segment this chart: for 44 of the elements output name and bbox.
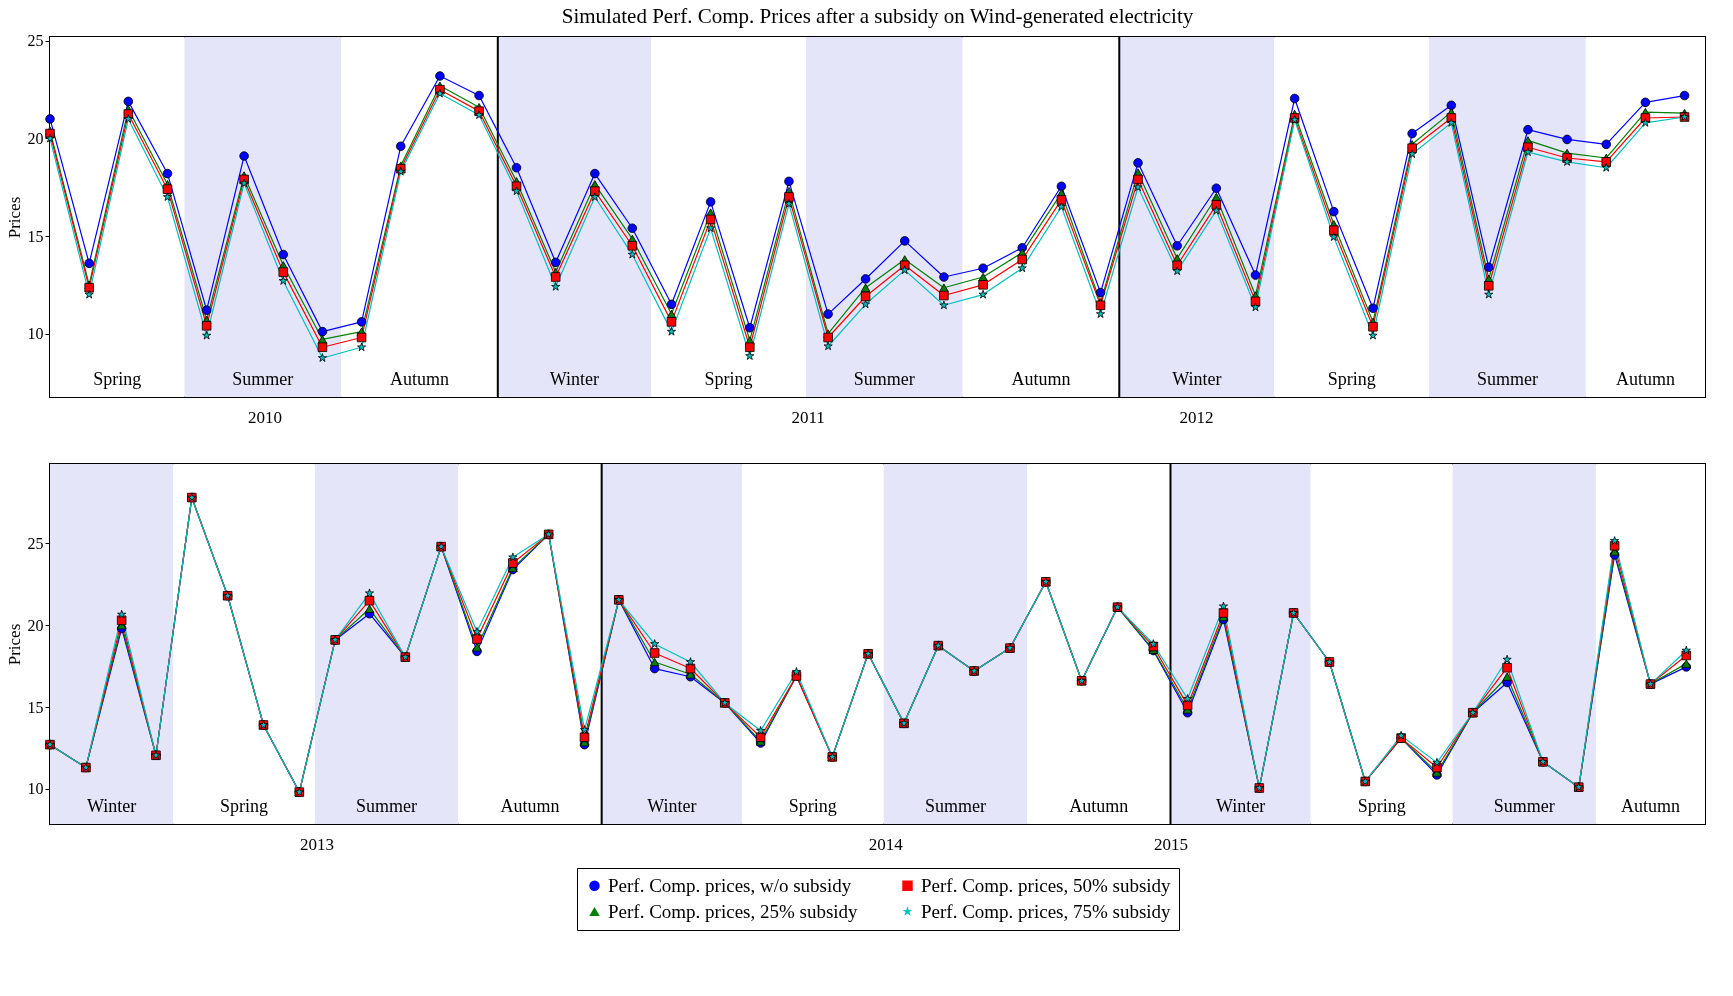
- band-label: Summer: [1476, 369, 1538, 389]
- x-tick-label: 2010: [248, 407, 283, 427]
- band-label: Spring: [788, 796, 837, 816]
- y-tick-label: 20: [27, 129, 44, 147]
- y-tick-label: 20: [27, 616, 44, 634]
- band-label: Spring: [93, 369, 142, 389]
- band-label: Spring: [1357, 796, 1406, 816]
- x-tick-label: 2015: [1153, 834, 1188, 854]
- y-tick-label: 10: [27, 325, 44, 343]
- band-label: Autumn: [389, 369, 449, 389]
- band-label: Autumn: [1615, 369, 1675, 389]
- y-tick-label: 10: [27, 780, 44, 798]
- legend-label: Perf. Comp. prices, 75% subsidy: [921, 900, 1172, 922]
- x-tick-label: 2012: [1179, 407, 1214, 427]
- y-tick-label: 15: [27, 227, 44, 245]
- band-label: Autumn: [500, 796, 560, 816]
- y-tick-label: 15: [27, 698, 44, 716]
- band-label: Winter: [1215, 796, 1266, 816]
- chart-title: Simulated Perf. Comp. Prices after a subsidy on Wind-generated electricity: [561, 3, 1194, 28]
- band-label: Autumn: [1011, 369, 1071, 389]
- band-label: Autumn: [1620, 796, 1680, 816]
- y-axis-title: Prices: [4, 623, 24, 666]
- legend-label: Perf. Comp. prices, 50% subsidy: [921, 874, 1172, 896]
- x-tick-label: 2013: [299, 834, 334, 854]
- band-label: Spring: [704, 369, 753, 389]
- band-label: Winter: [86, 796, 137, 816]
- band-label: Autumn: [1069, 796, 1129, 816]
- y-tick-label: 25: [27, 32, 44, 50]
- y-tick-label: 25: [27, 534, 44, 552]
- band-label: Summer: [924, 796, 986, 816]
- band-label: Winter: [549, 369, 600, 389]
- band-label: Summer: [853, 369, 915, 389]
- y-axis-title: Prices: [4, 196, 24, 239]
- x-tick-label: 2014: [868, 834, 904, 854]
- band-label: Summer: [1493, 796, 1555, 816]
- band-label: Spring: [220, 796, 269, 816]
- band-label: Spring: [1327, 369, 1376, 389]
- legend-label: Perf. Comp. prices, w/o subsidy: [608, 874, 852, 896]
- band-label: Winter: [647, 796, 697, 816]
- x-tick-label: 2011: [791, 407, 825, 427]
- band-label: Summer: [232, 369, 294, 389]
- band-label: Winter: [1172, 369, 1222, 389]
- legend-label: Perf. Comp. prices, 25% subsidy: [608, 900, 859, 922]
- band-label: Summer: [356, 796, 418, 816]
